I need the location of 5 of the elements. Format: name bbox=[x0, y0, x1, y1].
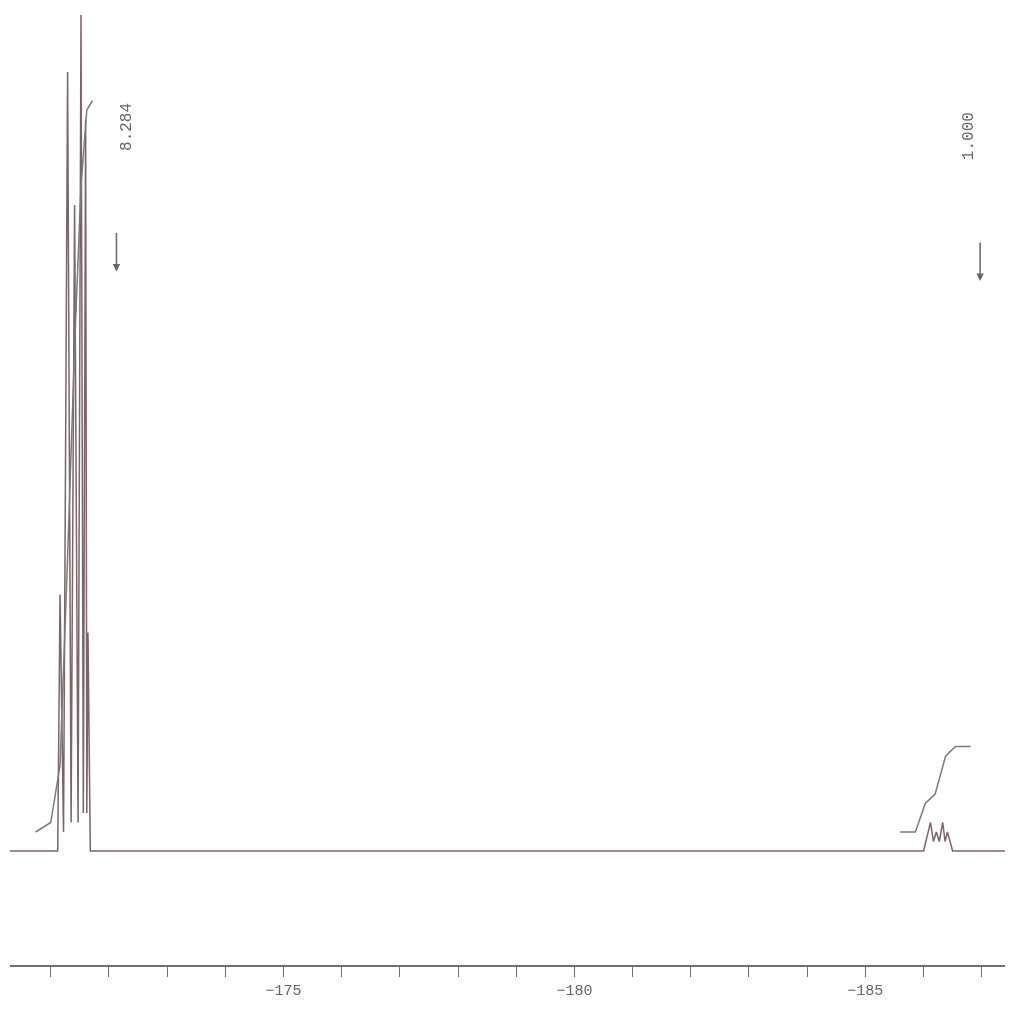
x-tick-label: −185 bbox=[847, 982, 884, 1000]
annotation: 1.000 bbox=[960, 112, 979, 161]
x-tick-label: −175 bbox=[265, 982, 302, 1000]
x-tick-label: −180 bbox=[556, 982, 593, 1000]
annotation: 8.284 bbox=[117, 102, 136, 151]
